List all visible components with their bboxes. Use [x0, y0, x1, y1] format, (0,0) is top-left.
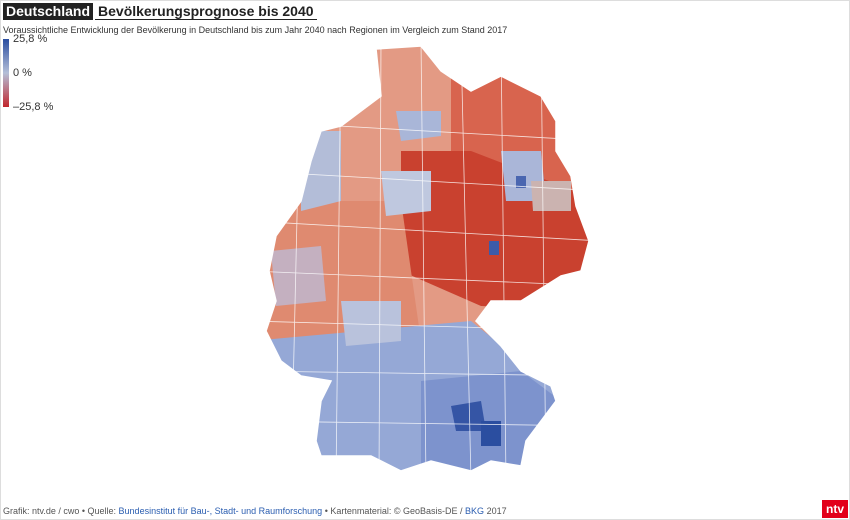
header: Deutschland Bevölkerungsprognose bis 204…	[3, 3, 317, 20]
legend: 25,8 % 0 % –25,8 %	[3, 33, 54, 113]
country-outline	[265, 45, 590, 472]
credit: Grafik: ntv.de / cwo • Quelle:	[3, 506, 117, 516]
map-credit: • Kartenmaterial: © GeoBasis-DE /	[324, 506, 463, 516]
year: 2017	[486, 506, 507, 516]
title: Bevölkerungsprognose bis 2040	[95, 3, 317, 20]
legend-bar	[3, 39, 9, 107]
subtitle: Voraussichtliche Entwicklung der Bevölke…	[3, 25, 508, 35]
source-link[interactable]: Bundesinstitut für Bau-, Stadt- und Raum…	[118, 506, 323, 516]
header-label: Deutschland	[3, 3, 94, 20]
map	[265, 45, 590, 472]
legend-label: 0 %	[13, 67, 32, 79]
logo[interactable]: ntv	[822, 500, 848, 518]
districts	[266, 46, 589, 471]
footer: Grafik: ntv.de / cwo • Quelle: Bundesins…	[3, 506, 507, 516]
legend-label: –25,8 %	[13, 101, 54, 113]
map-source-link[interactable]: BKG	[465, 506, 485, 516]
legend-label: 25,8 %	[13, 33, 47, 45]
